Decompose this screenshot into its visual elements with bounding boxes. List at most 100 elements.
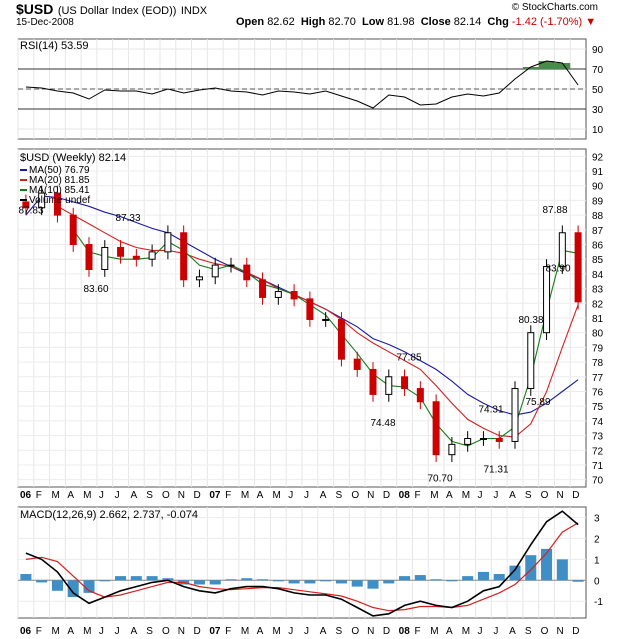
- price-candle: [243, 264, 251, 281]
- month-label: D: [572, 626, 579, 637]
- price-tick-label: 87: [592, 226, 604, 237]
- symbol-description: (US Dollar Index (EOD)): [57, 5, 177, 17]
- month-label: 08: [399, 490, 411, 501]
- price-candle: [527, 332, 535, 390]
- month-label: J: [478, 626, 483, 637]
- price-candle: [495, 438, 503, 442]
- price-tick-label: 72: [592, 446, 604, 457]
- month-label: M: [462, 490, 470, 501]
- month-label: O: [351, 490, 359, 501]
- month-label: F: [225, 490, 231, 501]
- macd-histogram-bar: [193, 580, 205, 585]
- month-label: M: [241, 490, 249, 501]
- price-candle: [227, 264, 235, 267]
- month-label: S: [525, 626, 532, 637]
- price-annotation: 77.85: [396, 352, 421, 363]
- price-tick-label: 75: [592, 402, 604, 413]
- price-candle: [53, 192, 61, 216]
- price-candle: [195, 276, 203, 281]
- exchange: INDX: [180, 5, 208, 17]
- macd-histogram-bar: [541, 548, 553, 581]
- chg-value: -1.42 (-1.70%): [511, 16, 583, 28]
- rsi-overbought-fill: [538, 61, 555, 69]
- month-label: D: [572, 490, 579, 501]
- price-tick-label: 77: [592, 373, 604, 384]
- macd-histogram-bar: [209, 580, 221, 585]
- macd-histogram-bar: [36, 580, 48, 583]
- macd-histogram-bar: [430, 579, 442, 581]
- macd-tick-label: 0: [594, 576, 600, 587]
- macd-histogram-bar: [304, 580, 316, 584]
- price-candle: [148, 251, 156, 260]
- month-label: M: [430, 626, 438, 637]
- price-tick-label: 70: [592, 476, 604, 487]
- macd-histogram-bar: [83, 580, 95, 593]
- macd-histogram-bar: [509, 565, 521, 581]
- macd-histogram-bar: [288, 580, 300, 584]
- price-tick-label: 89: [592, 196, 604, 207]
- macd-histogram-bar: [130, 576, 142, 581]
- price-annotation: 87.33: [115, 213, 140, 224]
- macd-histogram-bar: [446, 580, 458, 582]
- close-label: Close: [420, 16, 451, 28]
- price-annotation: 87.88: [542, 205, 567, 216]
- month-label: A: [257, 490, 264, 501]
- price-annotation: 74.31: [478, 404, 503, 415]
- price-candle: [385, 376, 393, 395]
- month-label: F: [36, 626, 42, 637]
- rsi-overbought-fill: [554, 63, 571, 69]
- price-title: $USD (Weekly) 82.14: [20, 152, 126, 164]
- macd-histogram-bar: [367, 580, 379, 589]
- price-annotation: 83.90: [545, 263, 570, 274]
- macd-histogram-bar: [383, 580, 395, 584]
- month-label: F: [414, 626, 420, 637]
- price-tick-label: 79: [592, 343, 604, 354]
- macd-signal-line: [25, 522, 579, 612]
- macd-histogram-bar: [525, 555, 537, 581]
- price-tick-label: 80: [592, 329, 604, 340]
- price-candle: [448, 443, 456, 456]
- macd-histogram-bar: [399, 576, 411, 581]
- down-triangle-icon: ▼: [585, 16, 597, 28]
- month-label: D: [194, 626, 201, 637]
- open-value: 82.62: [267, 16, 295, 28]
- price-candle: [401, 376, 409, 390]
- macd-histogram-bar: [225, 579, 237, 581]
- legend-label: MA(10) 85.41: [29, 185, 90, 196]
- macd-histogram-bar: [99, 580, 111, 582]
- chg-label: Chg: [487, 16, 509, 28]
- price-candle: [22, 201, 30, 209]
- price-tick-label: 82: [592, 299, 604, 310]
- price-candle: [274, 291, 282, 298]
- month-label: A: [509, 626, 516, 637]
- price-candle: [101, 246, 109, 271]
- rsi-tick-label: 90: [592, 45, 604, 56]
- price-tick-label: 76: [592, 387, 604, 398]
- month-label: 06: [20, 626, 32, 637]
- month-label: M: [430, 490, 438, 501]
- price-candle: [117, 246, 125, 257]
- macd-histogram-bar: [477, 571, 489, 581]
- price-candle: [558, 232, 566, 268]
- month-label: J: [304, 490, 309, 501]
- price-candle: [432, 401, 440, 456]
- macd-histogram-bar: [146, 576, 158, 581]
- month-label: N: [367, 490, 374, 501]
- rsi-overbought-fill: [522, 67, 539, 69]
- month-label: S: [336, 490, 343, 501]
- price-candle: [511, 388, 519, 442]
- macd-histogram-bar: [335, 580, 347, 584]
- month-label: S: [525, 490, 532, 501]
- macd-histogram-bar: [462, 576, 474, 581]
- price-candle: [337, 318, 345, 360]
- month-label: O: [541, 626, 549, 637]
- rsi-line: [25, 60, 579, 109]
- price-candle: [322, 318, 330, 321]
- macd-tick-label: 2: [594, 534, 600, 545]
- legend-label: MA(20) 81.85: [29, 175, 90, 186]
- price-tick-label: 91: [592, 167, 604, 178]
- stockcharts-credit: © StockCharts.com: [511, 2, 598, 13]
- month-label: A: [257, 626, 264, 637]
- low-value: 81.98: [387, 16, 415, 28]
